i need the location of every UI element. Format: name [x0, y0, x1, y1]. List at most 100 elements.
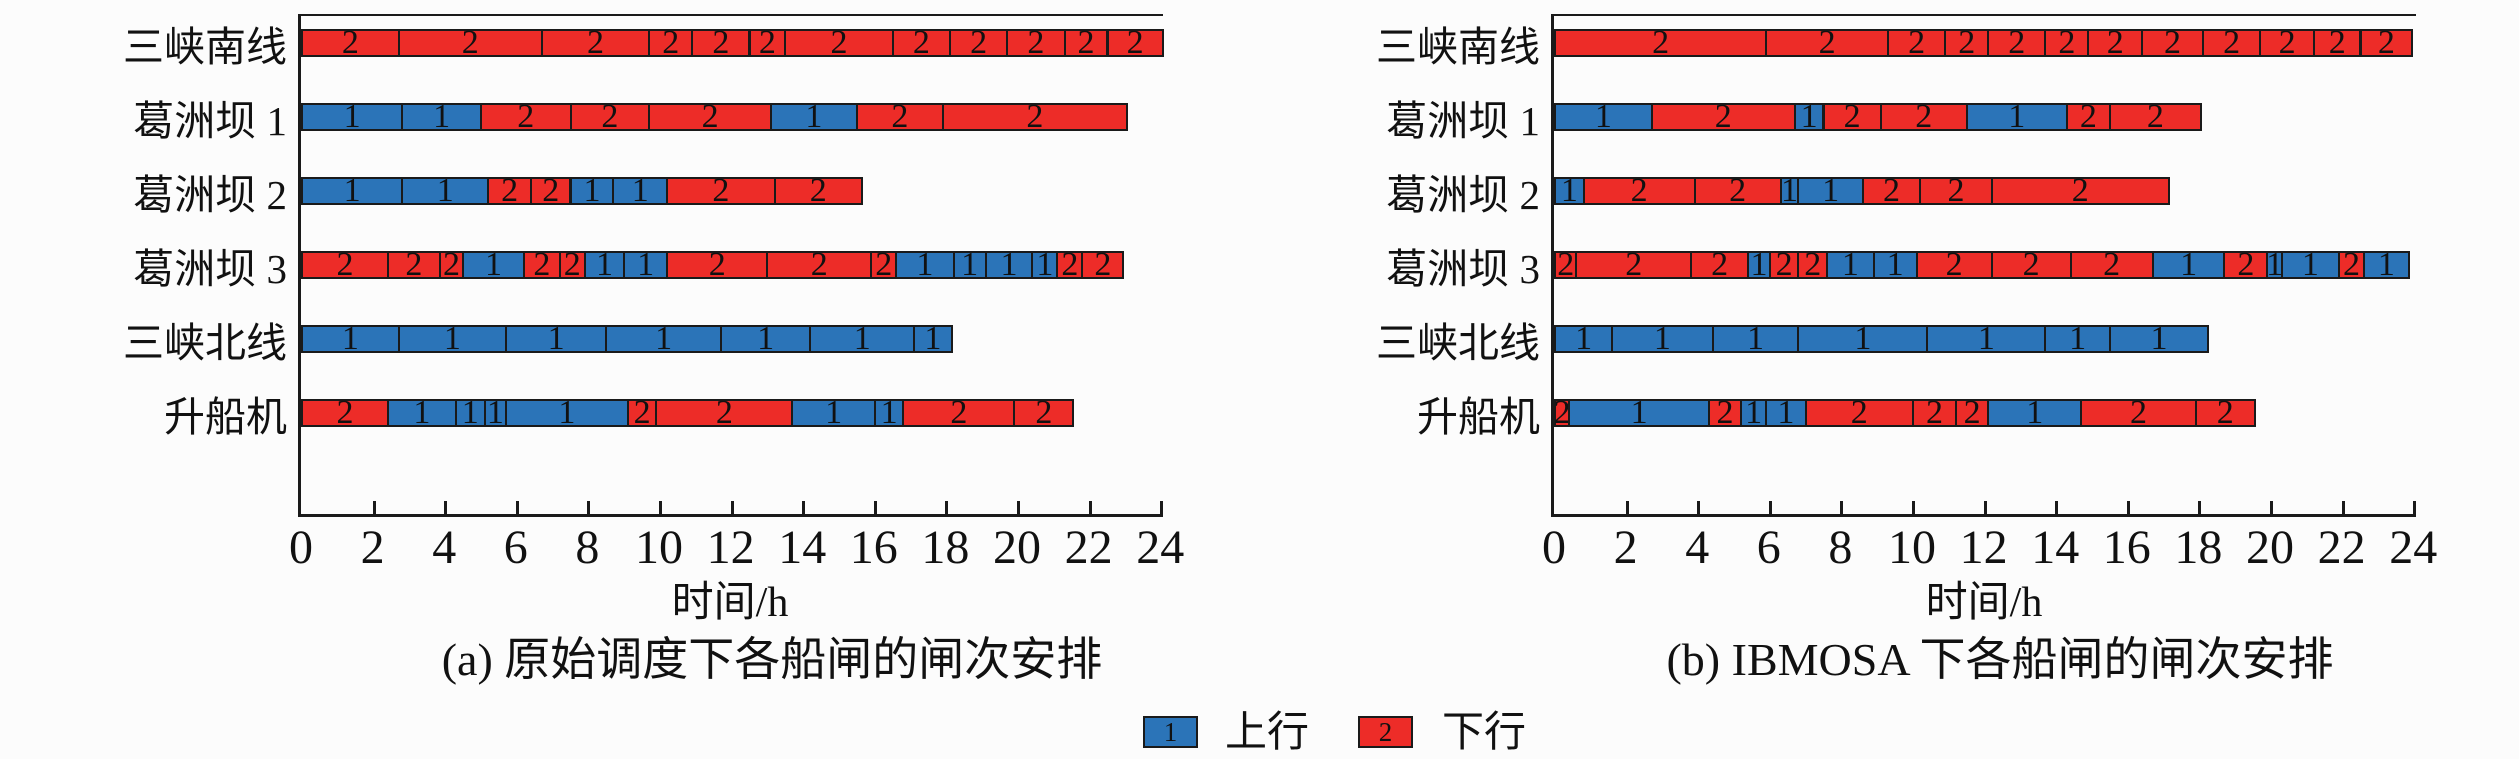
bar-segment-downstream: 2	[1765, 26, 1889, 60]
bar-segment-downstream: 2	[1990, 248, 2072, 282]
bar-segment-downstream: 2	[784, 26, 894, 60]
bar-segment-downstream: 2	[1693, 174, 1782, 208]
x-tick	[1088, 501, 1092, 514]
category-label: 葛洲坝 1	[1386, 98, 1540, 144]
x-tick	[945, 501, 949, 514]
bar-segment-upstream: 1	[1711, 322, 1800, 356]
legend-swatch-upstream: 1	[1143, 716, 1198, 748]
bar-segment-downstream: 2	[1554, 26, 1768, 60]
x-tick	[1768, 501, 1772, 514]
bar-segment-upstream: 1	[913, 322, 953, 356]
x-tick	[444, 501, 448, 514]
x-tick	[1983, 501, 1987, 514]
bar-segment-downstream: 2	[941, 100, 1128, 134]
bar-segment-downstream: 2	[2080, 396, 2197, 430]
x-axis-title-chart-a: 时间/h	[671, 580, 789, 626]
x-tick-label: 12	[1959, 521, 2008, 574]
bar-segment-downstream: 2	[1944, 26, 1990, 60]
bar-segment-downstream: 2	[438, 248, 465, 282]
category-label: 三峡南线	[123, 24, 287, 70]
bar-segment-upstream: 1	[2044, 322, 2111, 356]
bar-segment-downstream: 2	[487, 174, 533, 208]
bar-segment-downstream: 2	[301, 396, 389, 430]
bar-segment-upstream: 1	[1031, 248, 1059, 282]
plot-top-border	[298, 14, 1164, 16]
bar-segment-upstream: 1	[984, 248, 1034, 282]
bar-segment-upstream: 1	[612, 174, 669, 208]
bar-segment-upstream: 1	[1965, 100, 2068, 134]
x-tick-label: 20	[993, 521, 1041, 574]
bar-segment-upstream: 1	[301, 174, 404, 208]
bar-segment-downstream: 2	[386, 248, 441, 282]
bar-segment-downstream: 2	[540, 26, 651, 60]
x-axis-line	[298, 514, 1164, 517]
bar-segment-upstream: 1	[895, 248, 955, 282]
bar-segment-upstream: 1	[483, 396, 508, 430]
bar-segment-downstream: 2	[1650, 100, 1796, 134]
bar-segment-upstream: 1	[873, 396, 905, 430]
bar-segment-downstream: 2	[1797, 248, 1829, 282]
bar-segment-downstream: 2	[773, 174, 864, 208]
x-tick	[802, 501, 806, 514]
bar-segment-upstream: 1	[2151, 248, 2226, 282]
legend-label-upstream: 上行	[1225, 710, 1310, 756]
x-tick	[1697, 501, 1701, 514]
bar-segment-upstream: 1	[401, 100, 482, 134]
bar-segment-downstream: 2	[648, 26, 694, 60]
y-axis-line	[1551, 14, 1554, 517]
bar-segment-downstream: 2	[666, 174, 776, 208]
x-tick-label: 18	[921, 521, 970, 574]
plot-top-border	[1551, 14, 2417, 16]
x-tick	[1160, 501, 1164, 514]
x-tick	[730, 501, 734, 514]
x-tick	[2198, 501, 2202, 514]
bar-segment-upstream: 1	[505, 396, 629, 430]
legend-key-upstream: 1	[1163, 716, 1178, 747]
bar-segment-downstream: 2	[1106, 26, 1164, 60]
x-tick	[873, 501, 877, 514]
x-tick-label: 0	[1542, 521, 1566, 574]
bar-segment-upstream: 1	[809, 322, 916, 356]
bar-segment-upstream: 1	[1747, 248, 1771, 282]
y-axis-line	[298, 14, 301, 517]
bar-segment-upstream: 1	[1926, 322, 2047, 356]
category-label: 葛洲坝 1	[133, 98, 287, 144]
x-tick-label: 0	[289, 521, 313, 574]
bar-segment-upstream: 1	[401, 174, 490, 208]
x-tick-label: 18	[2174, 521, 2223, 574]
bar-segment-upstream: 1	[505, 322, 608, 356]
x-tick	[1625, 501, 1629, 514]
bar-segment-downstream: 2	[1707, 396, 1743, 430]
bar-segment-upstream: 1	[1797, 322, 1929, 356]
bar-segment-downstream: 2	[1804, 396, 1914, 430]
x-tick-label: 16	[2102, 521, 2151, 574]
x-tick-label: 10	[1888, 521, 1936, 574]
bar-segment-upstream: 1	[1793, 100, 1825, 134]
bar-segment-downstream: 2	[2069, 248, 2154, 282]
bar-segment-downstream: 2	[666, 248, 769, 282]
bar-segment-downstream: 2	[1915, 248, 1993, 282]
bar-segment-downstream: 2	[626, 396, 658, 430]
bar-segment-downstream: 2	[2194, 396, 2256, 430]
bar-segment-downstream: 2	[2044, 26, 2090, 60]
bar-segment-downstream: 2	[1575, 248, 1693, 282]
x-tick	[2126, 501, 2130, 514]
category-label: 三峡北线	[1376, 320, 1540, 366]
bar-segment-downstream: 2	[2338, 248, 2366, 282]
x-tick-label: 4	[432, 521, 457, 574]
category-label: 升船机	[1417, 394, 1540, 440]
x-tick-label: 14	[2031, 521, 2080, 574]
bar-segment-downstream: 2	[530, 174, 572, 208]
bar-segment-upstream: 1	[1554, 322, 1614, 356]
bar-segment-downstream: 2	[748, 26, 787, 60]
bar-segment-upstream: 1	[1779, 172, 1800, 209]
bar-segment-upstream: 1	[1554, 100, 1653, 134]
bar-segment-downstream: 2	[1954, 396, 1990, 430]
x-axis-title-chart-b: 时间/h	[1925, 580, 2043, 626]
bar-segment-downstream: 2	[2108, 100, 2202, 134]
bar-segment-downstream: 2	[948, 26, 1009, 60]
bar-segment-upstream: 1	[952, 248, 987, 282]
category-label: 三峡北线	[123, 320, 287, 366]
bar-segment-downstream: 2	[1990, 174, 2170, 208]
bar-segment-downstream: 2	[2065, 100, 2111, 134]
